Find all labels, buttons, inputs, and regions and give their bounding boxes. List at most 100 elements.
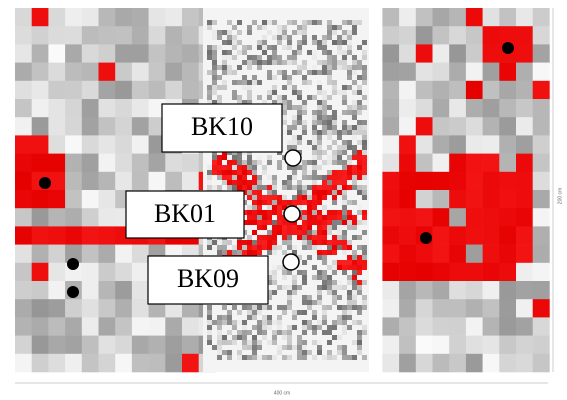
cell xyxy=(302,20,307,25)
cell xyxy=(297,195,302,200)
cell xyxy=(227,355,232,360)
cell xyxy=(15,245,32,264)
cell xyxy=(252,315,257,320)
cell xyxy=(327,75,332,80)
cell xyxy=(352,200,357,205)
cell xyxy=(207,45,212,50)
cell xyxy=(327,20,332,25)
cell xyxy=(242,75,247,80)
cell xyxy=(337,225,342,230)
cell xyxy=(282,240,287,245)
cell xyxy=(257,240,262,245)
cell xyxy=(337,260,342,265)
cell xyxy=(332,190,337,195)
cell xyxy=(516,226,533,245)
cell xyxy=(277,165,282,170)
cell xyxy=(302,220,307,225)
cell xyxy=(347,300,352,305)
cell xyxy=(322,35,327,40)
cell xyxy=(207,310,212,315)
cell xyxy=(207,95,212,100)
cell xyxy=(533,154,550,173)
cell xyxy=(207,70,212,75)
cell xyxy=(327,230,332,235)
cell xyxy=(347,170,352,175)
cell xyxy=(292,245,297,250)
cell xyxy=(149,317,166,336)
cell xyxy=(327,325,332,330)
cell xyxy=(247,45,252,50)
cell xyxy=(327,330,332,335)
cell xyxy=(322,310,327,315)
cell xyxy=(292,85,297,90)
cell xyxy=(237,310,242,315)
cell xyxy=(466,8,483,27)
cell xyxy=(82,208,99,227)
cell xyxy=(287,300,292,305)
cell xyxy=(362,330,367,335)
cell xyxy=(342,40,347,45)
cell xyxy=(237,65,242,70)
cell xyxy=(252,195,257,200)
cell xyxy=(302,105,307,110)
cell xyxy=(297,310,302,315)
cell xyxy=(267,355,272,360)
cell xyxy=(362,145,367,150)
cell xyxy=(262,170,267,175)
cell xyxy=(327,355,332,360)
cell xyxy=(242,355,247,360)
cell xyxy=(257,80,262,85)
cell xyxy=(272,240,277,245)
cell xyxy=(217,65,222,70)
cell xyxy=(322,125,327,130)
cell xyxy=(483,81,500,100)
cell xyxy=(252,250,257,255)
cell xyxy=(277,40,282,45)
cell xyxy=(287,80,292,85)
cell xyxy=(322,180,327,185)
cell xyxy=(516,44,533,63)
cell xyxy=(257,210,262,215)
cell xyxy=(292,325,297,330)
cell xyxy=(327,290,332,295)
cell xyxy=(332,325,337,330)
cell xyxy=(416,245,433,264)
cell xyxy=(327,275,332,280)
cell xyxy=(99,354,116,373)
cell xyxy=(222,85,227,90)
cell xyxy=(247,205,252,210)
cell xyxy=(222,30,227,35)
cell xyxy=(342,125,347,130)
cell xyxy=(382,63,399,82)
cell xyxy=(65,8,82,27)
cell xyxy=(82,336,99,355)
cell xyxy=(416,63,433,82)
cell xyxy=(352,180,357,185)
cell xyxy=(433,99,450,118)
cell xyxy=(433,336,450,355)
cell xyxy=(327,160,332,165)
cell xyxy=(332,80,337,85)
cell xyxy=(347,290,352,295)
cell xyxy=(247,65,252,70)
cell xyxy=(287,140,292,145)
cell xyxy=(483,299,500,318)
cell xyxy=(433,172,450,191)
cell xyxy=(99,190,116,209)
cell xyxy=(277,245,282,250)
cell xyxy=(287,60,292,65)
cell xyxy=(317,325,322,330)
cell xyxy=(449,208,466,227)
cell xyxy=(267,185,272,190)
cell xyxy=(232,70,237,75)
cell xyxy=(317,295,322,300)
cell xyxy=(466,117,483,136)
cell xyxy=(332,280,337,285)
cell xyxy=(48,190,65,209)
cell xyxy=(302,225,307,230)
cell xyxy=(312,65,317,70)
cell xyxy=(357,60,362,65)
cell xyxy=(416,117,433,136)
cell xyxy=(312,35,317,40)
cell xyxy=(282,185,287,190)
